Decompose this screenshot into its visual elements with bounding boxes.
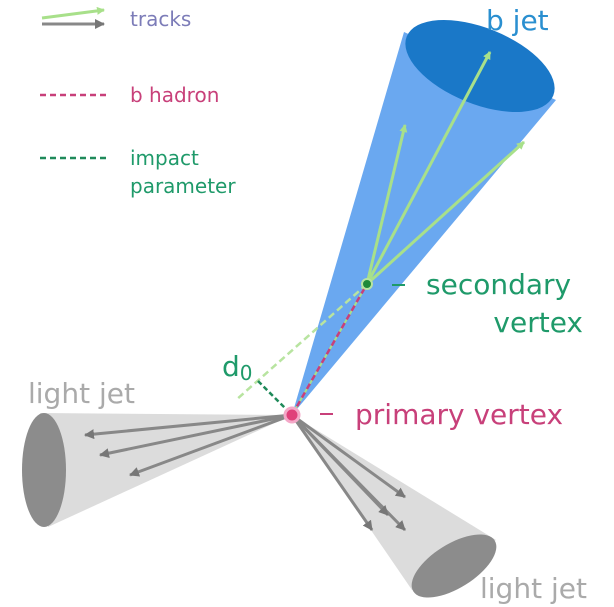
b-jet-cap bbox=[405, 19, 555, 113]
track bbox=[290, 414, 374, 531]
b-hadron-line bbox=[290, 283, 369, 416]
legend-label: tracks bbox=[130, 7, 191, 31]
secondary-vertex bbox=[361, 278, 373, 290]
legend-label: b hadron bbox=[130, 83, 219, 107]
secondary-vertex-label: secondary bbox=[426, 268, 571, 301]
primary-vertex bbox=[283, 406, 301, 424]
track bbox=[365, 51, 492, 285]
d0-sub: 0 bbox=[240, 361, 253, 385]
secondary-vertex-label: vertex bbox=[493, 306, 583, 339]
track bbox=[129, 413, 293, 477]
b-jet-label: b jet bbox=[486, 4, 549, 37]
light-jet-label: light jet bbox=[480, 572, 587, 605]
light-jet-cap bbox=[411, 534, 497, 598]
d0-label: d0 bbox=[222, 350, 253, 385]
legend: tracks b hadron impact parameter bbox=[40, 6, 236, 198]
track bbox=[365, 124, 408, 285]
primary-vertex-label: primary vertex bbox=[355, 398, 563, 431]
track bbox=[365, 140, 526, 286]
light-jet-cap bbox=[22, 413, 66, 527]
light-jet-label: light jet bbox=[28, 377, 135, 410]
light-jet-cone bbox=[40, 413, 292, 527]
track bbox=[290, 413, 390, 517]
b-jet-cone bbox=[292, 32, 556, 415]
d0-main: d bbox=[222, 350, 240, 383]
track-extrapolation bbox=[235, 283, 368, 401]
legend-track-green bbox=[41, 6, 105, 20]
track bbox=[291, 413, 406, 499]
legend-label: parameter bbox=[130, 174, 236, 198]
light-tracks bbox=[84, 413, 407, 532]
track bbox=[99, 413, 293, 459]
legend-label: impact bbox=[130, 146, 199, 170]
track bbox=[84, 413, 293, 440]
